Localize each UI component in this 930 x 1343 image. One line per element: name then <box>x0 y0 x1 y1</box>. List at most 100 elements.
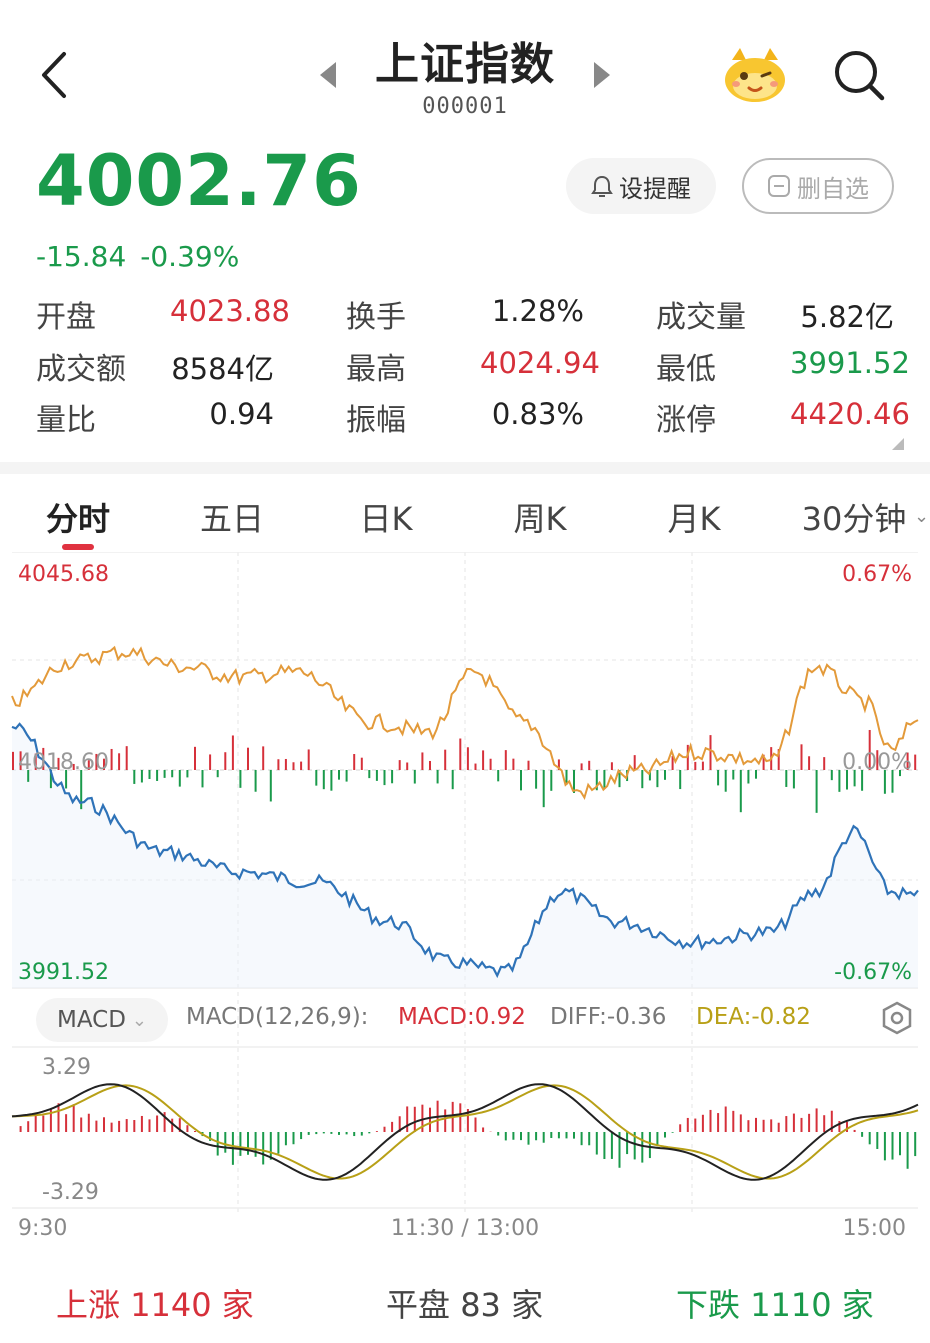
advancers: 上涨 1140 家 <box>56 1280 254 1326</box>
volume-bar <box>95 753 98 770</box>
macd-histogram-bar <box>125 1119 128 1132</box>
volume-bar <box>406 762 409 770</box>
expand-corner-icon[interactable] <box>892 438 904 450</box>
next-index-button[interactable] <box>590 60 614 90</box>
macd-histogram-bar <box>815 1108 818 1132</box>
indicator-selector[interactable]: MACD ⌄ <box>36 998 168 1042</box>
macd-histogram-bar <box>322 1132 325 1134</box>
stat-value: 0.83% <box>491 397 584 431</box>
macd-histogram-bar <box>641 1132 644 1163</box>
macd-histogram-bar <box>686 1117 689 1132</box>
volume-bar <box>178 770 181 787</box>
decliners-count: 1110 <box>750 1286 832 1324</box>
macd-histogram-bar <box>868 1132 871 1145</box>
search-button[interactable] <box>832 48 886 102</box>
macd-histogram-bar <box>148 1119 151 1132</box>
set-alert-button[interactable]: 设提醒 <box>566 158 716 214</box>
triangle-right-icon <box>594 62 610 88</box>
macd-histogram-bar <box>444 1109 447 1132</box>
tab-five-day[interactable]: 五日 <box>199 500 264 538</box>
macd-histogram-bar <box>846 1121 848 1132</box>
macd-histogram-bar <box>247 1132 249 1155</box>
volume-bar <box>125 746 128 770</box>
volume-bar <box>906 752 909 770</box>
tab-monthly-k[interactable]: 月K <box>667 500 721 538</box>
mascot-icon[interactable] <box>722 46 788 104</box>
macd-histogram-bar <box>542 1132 545 1143</box>
page-title: 上证指数 <box>375 39 555 90</box>
change-percent: -0.39% <box>140 240 240 273</box>
volume-bar <box>80 770 83 810</box>
macd-histogram-bar <box>603 1132 606 1160</box>
macd-histogram-bar <box>739 1114 742 1132</box>
macd-histogram-bar <box>694 1118 697 1132</box>
volume-bar <box>504 750 507 770</box>
volume-bar <box>429 760 431 770</box>
search-icon <box>835 51 885 101</box>
macd-histogram-bar <box>610 1132 613 1159</box>
volume-bar <box>436 770 439 784</box>
macd-histogram-bar <box>830 1110 833 1132</box>
minus-square-icon <box>768 175 790 197</box>
volume-bar <box>739 770 742 813</box>
volume-bar <box>701 761 704 770</box>
macd-histogram-bar <box>482 1127 485 1132</box>
stat-label: 振幅 <box>346 403 406 438</box>
macd-histogram-bar <box>883 1132 886 1161</box>
volume-bar <box>277 759 280 770</box>
previous-index-button[interactable] <box>316 60 340 90</box>
volume-bar <box>194 746 196 770</box>
macd-histogram-bar <box>747 1120 750 1132</box>
volume-bar <box>87 760 90 770</box>
volume-bar <box>785 770 788 787</box>
tab-weekly-k[interactable]: 周K <box>513 500 567 538</box>
volume-bar <box>140 770 143 783</box>
volume-bar <box>679 770 682 790</box>
chevron-down-icon[interactable]: ⌄ <box>914 506 930 527</box>
chart-pct-bottom-label: -0.67% <box>834 960 912 985</box>
macd-histogram-bar <box>671 1132 674 1133</box>
stat-label: 成交量 <box>656 300 746 335</box>
volume-bar <box>732 770 735 780</box>
macd-histogram-bar <box>140 1115 143 1132</box>
volume-bar <box>474 763 477 770</box>
stat-label: 最高 <box>346 352 406 387</box>
macd-histogram-bar <box>762 1119 765 1132</box>
volume-bar <box>800 744 803 770</box>
stat-value: 5.82亿 <box>800 300 894 334</box>
macd-histogram-bar <box>535 1132 538 1141</box>
tab-intraday[interactable]: 分时 <box>45 500 110 538</box>
macd-y-top-label: 3.29 <box>42 1055 91 1080</box>
remove-watchlist-button[interactable]: 删自选 <box>742 158 894 214</box>
tab-daily-k[interactable]: 日K <box>359 500 413 538</box>
macd-histogram-bar <box>375 1131 378 1132</box>
volume-bar <box>459 738 462 770</box>
back-button[interactable] <box>36 50 76 100</box>
volume-bar <box>868 729 871 770</box>
macd-histogram-bar <box>300 1132 303 1140</box>
macd-histogram-bar <box>277 1132 280 1154</box>
volume-bar <box>497 770 500 782</box>
tab-30-min[interactable]: 30分钟 <box>801 500 907 538</box>
stat-value: 0.94 <box>209 397 274 431</box>
time-end-label: 15:00 <box>842 1216 906 1241</box>
macd-histogram-bar <box>391 1121 394 1132</box>
volume-bar <box>527 760 530 770</box>
intraday-chart[interactable] <box>0 552 930 1212</box>
volume-bar <box>633 755 636 770</box>
volume-bar <box>49 770 52 789</box>
unchanged-unit: 家 <box>511 1286 544 1324</box>
volume-bar <box>163 770 166 778</box>
macd-histogram-bar <box>209 1132 212 1141</box>
indicator-settings-button[interactable] <box>880 1000 914 1036</box>
macd-histogram-bar <box>792 1113 795 1132</box>
price-change: -15.84 -0.39% <box>36 240 253 273</box>
macd-histogram-bar <box>262 1132 265 1165</box>
volume-bar <box>914 754 917 770</box>
macd-histogram-bar <box>679 1124 682 1132</box>
volume-bar <box>535 770 538 789</box>
volume-bar <box>489 758 492 770</box>
macd-histogram-bar <box>254 1132 257 1157</box>
volume-bar <box>466 747 469 770</box>
stat-value: 4420.46 <box>790 397 910 431</box>
